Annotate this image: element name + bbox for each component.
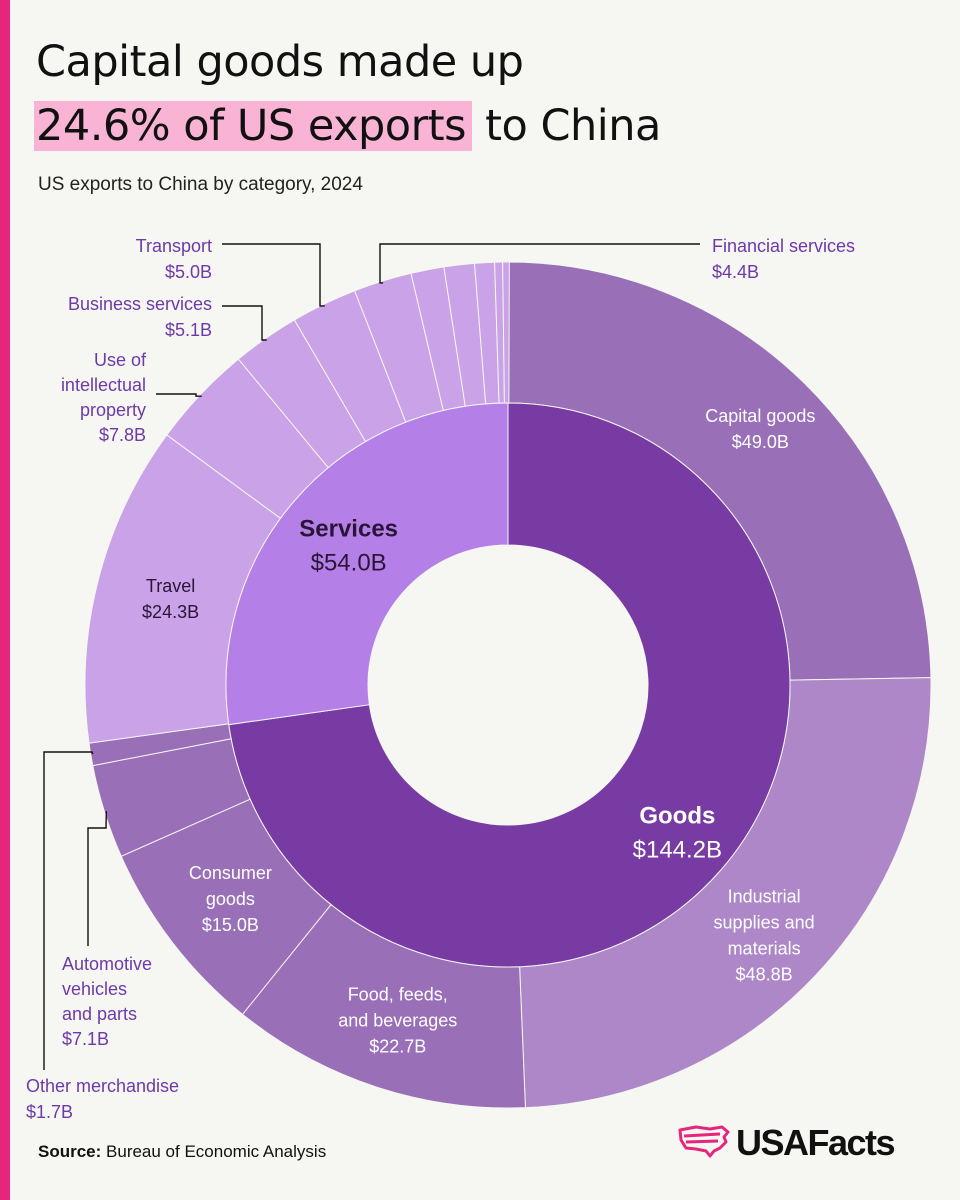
label-financial-services: Financial services $4.4B — [712, 236, 855, 282]
us-map-icon — [678, 1125, 730, 1158]
title-rest: to China — [472, 101, 661, 151]
inner-ring — [225, 402, 791, 968]
label-consumer-goods: Consumer goods $15.0B — [189, 863, 272, 935]
subtitle: US exports to China by category, 2024 — [38, 174, 363, 195]
label-capital-goods: Capital goods $49.0B — [705, 406, 815, 452]
inner-slice-goods — [228, 402, 791, 968]
leader-transport — [222, 243, 325, 307]
logo-text: USAFacts — [736, 1122, 896, 1163]
title-line-2: 24.6% of US exports to China — [34, 98, 661, 154]
label-travel: Travel $24.3B — [142, 576, 199, 622]
source-label: Source: — [38, 1142, 102, 1161]
label-other-merchandise: Other merchandise $1.7B — [26, 1076, 179, 1122]
leader-lines — [43, 243, 700, 1070]
outer-ring — [84, 261, 932, 1109]
label-use-of-intellectual-property: Use of intellectual property $7.8B — [61, 350, 147, 445]
label-automotive-vehicles-and-parts: Automotive vehicles and parts $7.1B — [62, 954, 152, 1049]
chart-labels: Goods $144.2B Services $54.0B Capital goods $… — [26, 236, 855, 1122]
title-highlight: 24.6% of US exports — [34, 101, 473, 151]
leader-automotive-vehicles-and-parts — [87, 811, 108, 946]
label-industrial-supplies-and-materials: Industrial supplies and materials $48.8B — [714, 886, 815, 984]
title-line-1: Capital goods made up — [36, 37, 524, 87]
source-text: Bureau of Economic Analysis — [101, 1142, 327, 1161]
usafacts-logo[interactable]: USAFacts — [676, 1118, 936, 1168]
label-services-value: $54.0B — [311, 550, 387, 577]
label-services-name: Services — [299, 516, 398, 543]
inner-slice-services — [225, 402, 509, 726]
leader-business-services — [222, 305, 267, 341]
leader-financial-services — [379, 243, 700, 284]
label-goods-name: Goods — [639, 802, 715, 829]
label-business-services: Business services $5.1B — [68, 294, 212, 340]
leader-use-of-intellectual-property — [156, 393, 202, 397]
source-note: Source: Bureau of Economic Analysis — [38, 1142, 326, 1162]
accent-bar — [0, 0, 10, 1200]
leader-other-merchandise — [43, 751, 94, 1070]
label-goods-value: $144.2B — [633, 836, 722, 863]
label-food-feeds-and-beverages: Food, feeds, and beverages $22.7B — [338, 984, 457, 1056]
label-transport: Transport $5.0B — [136, 236, 212, 282]
